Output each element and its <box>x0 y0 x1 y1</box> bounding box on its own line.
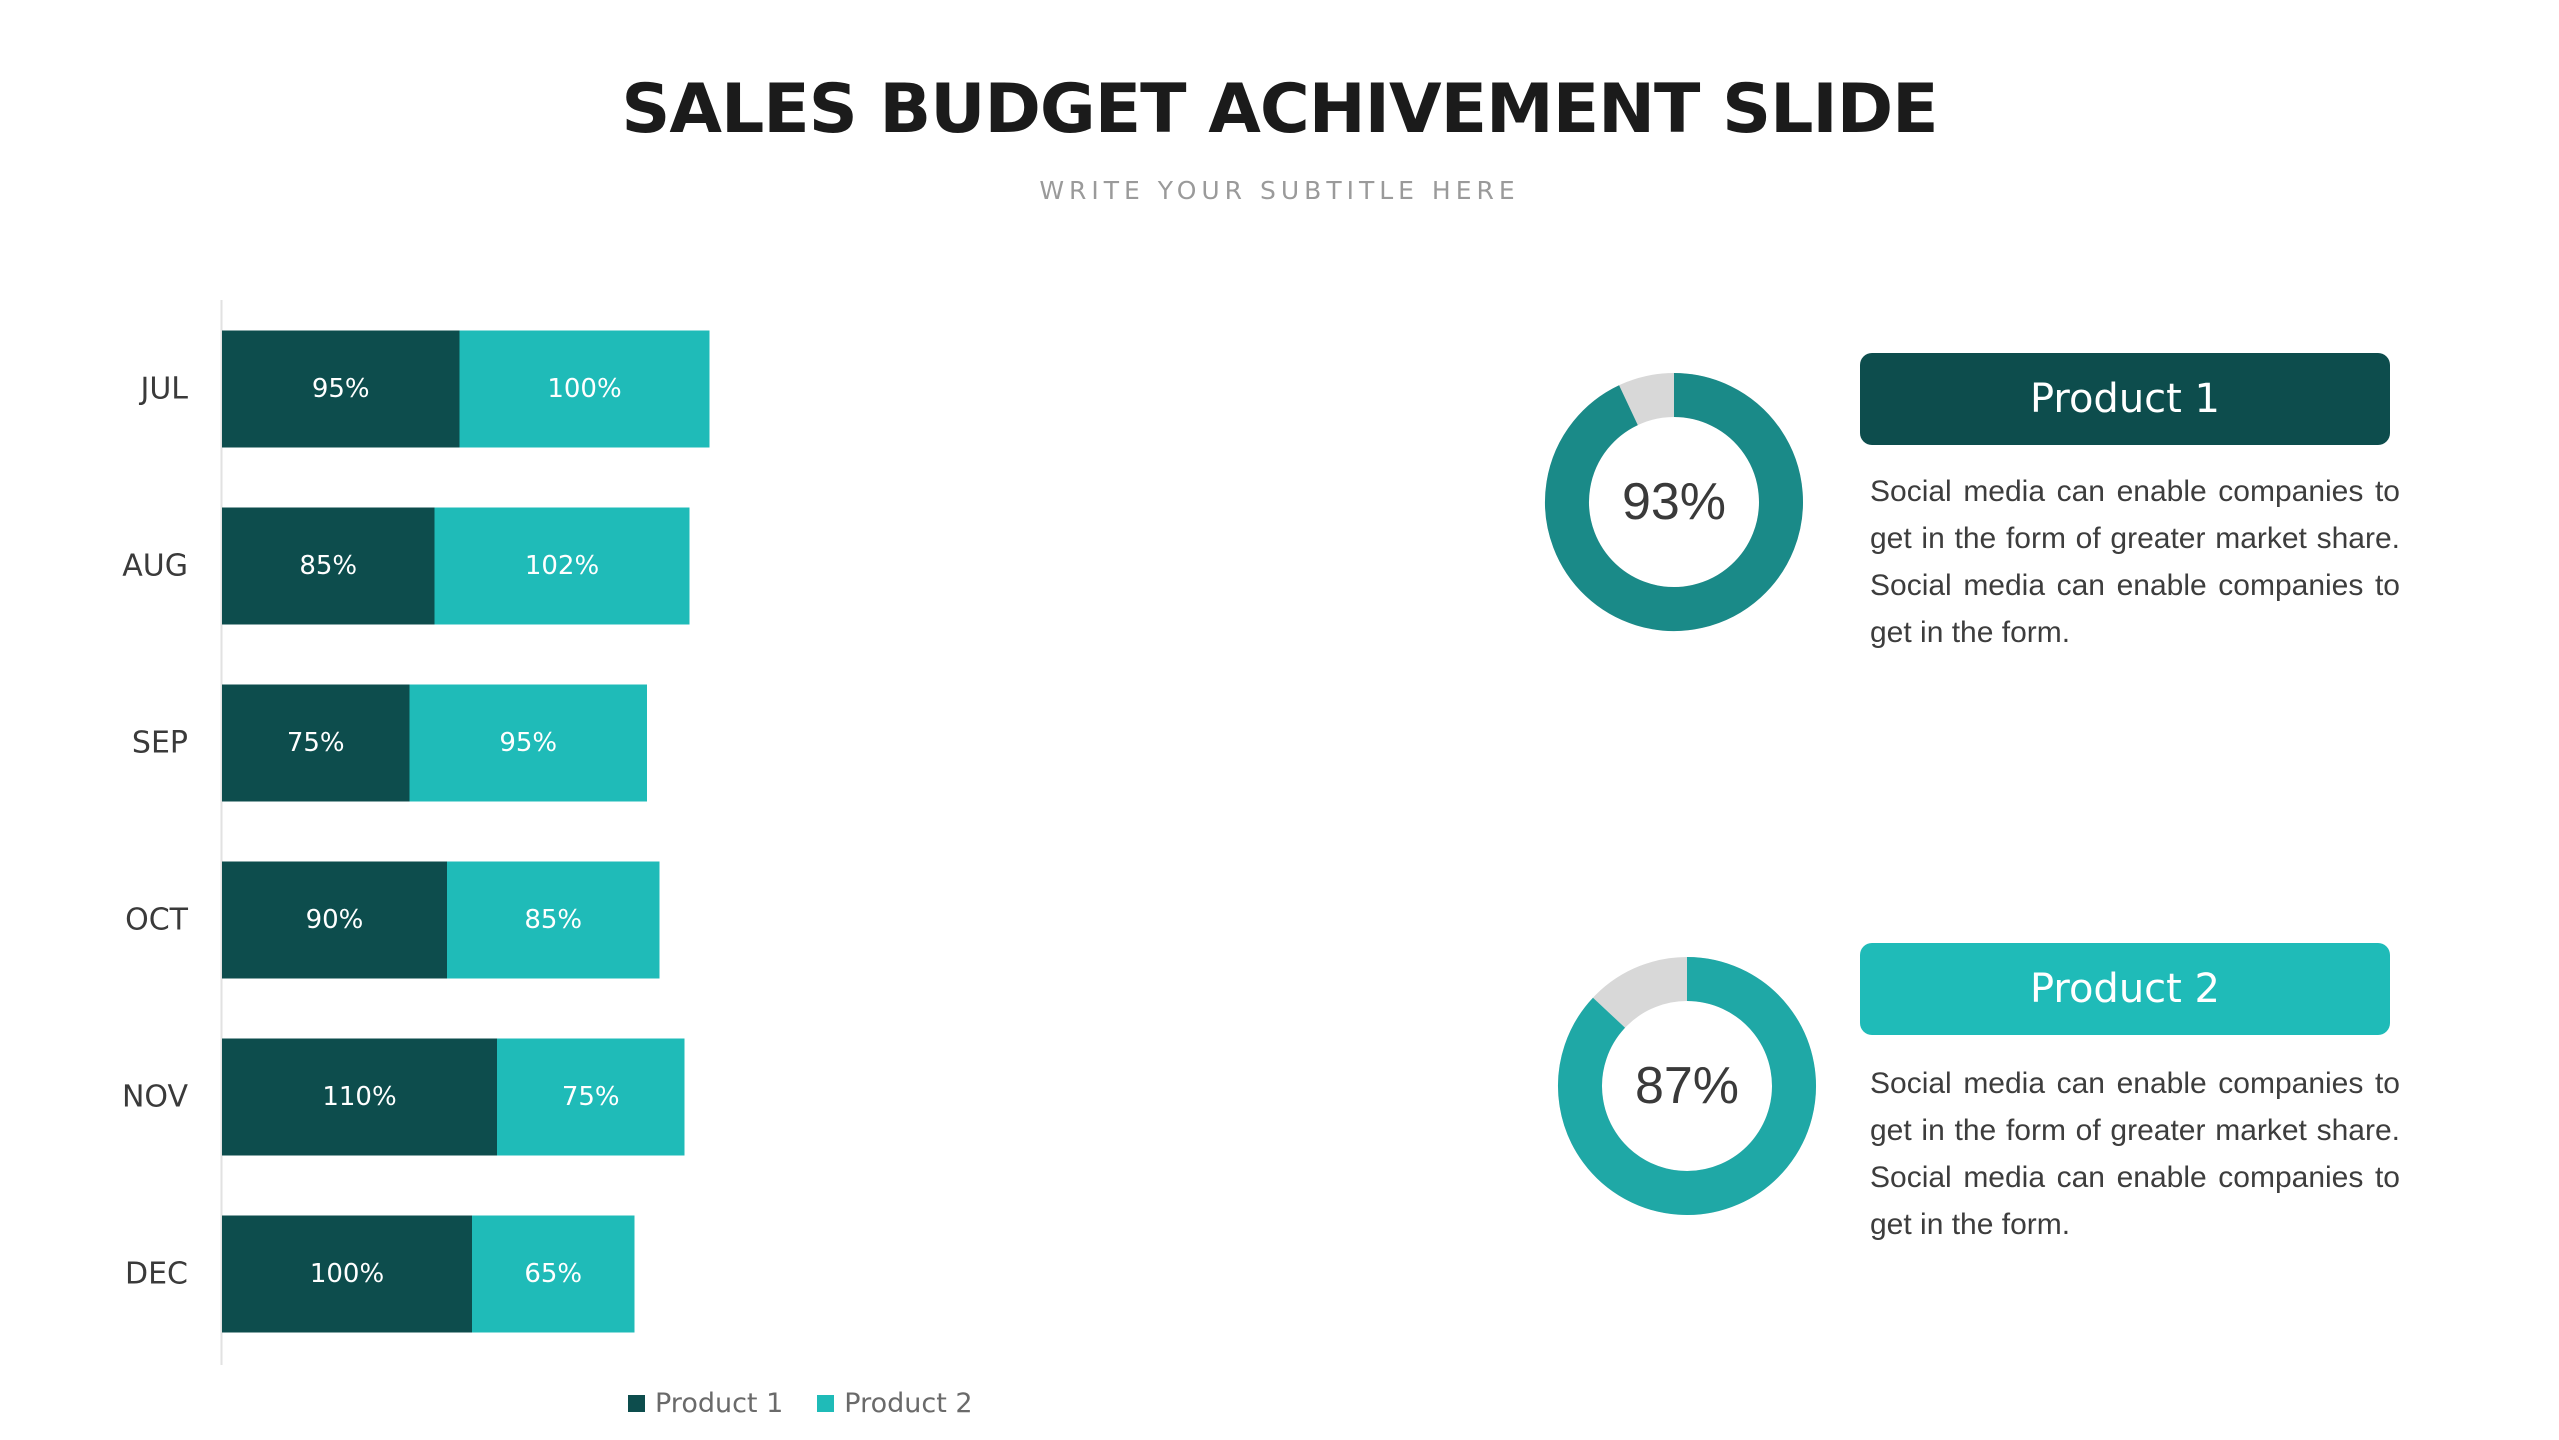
bar-product-2-sep <box>409 684 647 802</box>
bar-product-2-nov <box>497 1038 685 1156</box>
donut-value-product-2: 87% <box>1634 1057 1740 1115</box>
category-label-jul: JUL <box>138 372 188 407</box>
data-label-product-1-aug: 85% <box>299 551 357 581</box>
chart-legend: Product 1 Product 2 <box>628 1388 973 1419</box>
product-2-header: Product 2 <box>1860 943 2390 1035</box>
category-label-aug: AUG <box>122 549 188 584</box>
category-label-dec: DEC <box>125 1257 188 1292</box>
product-1-description: Social media can enable companies to get… <box>1870 475 2400 649</box>
legend-swatch-product-1 <box>628 1395 645 1412</box>
slide-subtitle: WRITE YOUR SUBTITLE HERE <box>1039 176 1520 205</box>
donut-arc-product-1 <box>1545 373 1803 631</box>
donut-chart-product-1: 93% <box>1544 372 1804 632</box>
data-label-product-2-jul: 100% <box>547 374 621 404</box>
data-label-product-2-nov: 75% <box>562 1082 620 1112</box>
data-label-product-2-aug: 102% <box>525 551 599 581</box>
data-label-product-1-dec: 100% <box>310 1259 384 1289</box>
legend-label-product-1: Product 1 <box>655 1388 784 1419</box>
category-label-nov: NOV <box>122 1080 189 1115</box>
legend-swatch-product-2 <box>817 1395 835 1412</box>
category-label-oct: OCT <box>125 903 189 938</box>
data-label-product-1-sep: 75% <box>287 728 345 758</box>
data-label-product-1-nov: 110% <box>322 1082 396 1112</box>
bar-product-2-dec <box>472 1215 635 1333</box>
slide-title: SALES BUDGET ACHIVEMENT SLIDE <box>621 70 1938 149</box>
donut-chart-product-2: 87% <box>1557 956 1817 1216</box>
bar-product-1-jul <box>222 330 460 448</box>
donut-arc-product-2 <box>1558 957 1816 1215</box>
data-label-product-2-sep: 95% <box>499 728 557 758</box>
donut-value-product-1: 93% <box>1621 473 1727 531</box>
product-1-header: Product 1 <box>1860 353 2390 445</box>
bar-product-2-jul <box>459 330 710 448</box>
bar-product-1-nov <box>222 1038 497 1156</box>
bar-product-2-oct <box>447 861 660 979</box>
product-2-description: Social media can enable companies to get… <box>1870 1067 2400 1241</box>
legend-item-product-2: Product 2 <box>817 1388 973 1419</box>
data-label-product-1-jul: 95% <box>312 374 370 404</box>
category-label-sep: SEP <box>132 726 188 761</box>
bar-product-1-sep <box>222 684 410 802</box>
data-label-product-2-oct: 85% <box>524 905 582 935</box>
data-label-product-1-oct: 90% <box>306 905 364 935</box>
legend-item-product-1: Product 1 <box>628 1388 783 1419</box>
data-label-product-2-dec: 65% <box>524 1259 582 1289</box>
bar-product-2-aug <box>434 507 690 625</box>
bar-product-1-oct <box>222 861 447 979</box>
bar-product-1-dec <box>222 1215 472 1333</box>
legend-label-product-2: Product 2 <box>844 1388 973 1419</box>
bar-product-1-aug <box>222 507 435 625</box>
